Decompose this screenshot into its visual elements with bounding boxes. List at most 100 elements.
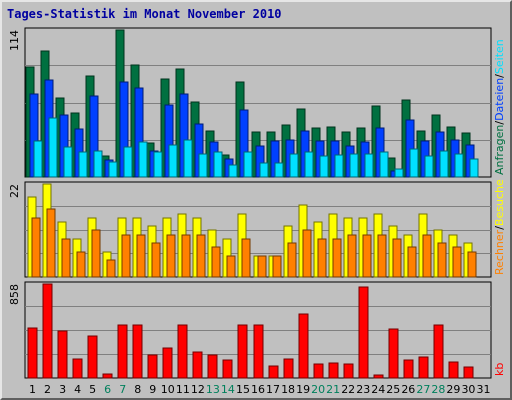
bar-hits-seiten-day-9 bbox=[153, 151, 163, 178]
bar-visits-rechner-day-14 bbox=[226, 255, 236, 278]
bar-hits-seiten-day-25 bbox=[394, 168, 404, 178]
bar-hits-seiten-day-14 bbox=[228, 164, 238, 178]
legend-entry-seiten: Seiten bbox=[493, 39, 506, 74]
y-max-label-visits: 22 bbox=[8, 184, 21, 198]
bar-hits-seiten-day-21 bbox=[334, 154, 344, 178]
legend-entry-dateien: Dateien bbox=[493, 78, 506, 121]
x-tick-label-day-17: 17 bbox=[266, 383, 280, 396]
bar-hits-seiten-day-20 bbox=[319, 155, 329, 178]
legend-kb: kb bbox=[493, 363, 506, 376]
bar-visits-rechner-day-7 bbox=[121, 234, 131, 278]
bar-kb-kb-day-7 bbox=[117, 324, 128, 379]
bar-visits-rechner-day-6 bbox=[106, 259, 116, 278]
x-tick-label-day-13: 13 bbox=[206, 383, 220, 396]
bar-kb-kb-day-1 bbox=[27, 327, 38, 379]
bar-visits-rechner-day-26 bbox=[407, 246, 417, 278]
bar-kb-kb-day-30 bbox=[463, 366, 474, 379]
bar-kb-kb-day-15 bbox=[237, 324, 248, 379]
bar-hits-seiten-day-29 bbox=[454, 153, 464, 178]
x-tick-label-day-20: 20 bbox=[311, 383, 325, 396]
bar-kb-kb-day-6 bbox=[102, 373, 113, 379]
bar-hits-seiten-day-23 bbox=[364, 153, 374, 178]
bar-hits-seiten-day-28 bbox=[439, 150, 449, 178]
bar-kb-kb-day-22 bbox=[343, 363, 354, 379]
bar-visits-rechner-day-17 bbox=[272, 255, 282, 278]
x-tick-label-day-2: 2 bbox=[44, 383, 51, 396]
bar-hits-seiten-day-30 bbox=[469, 158, 479, 178]
x-tick-label-day-6: 6 bbox=[104, 383, 111, 396]
bar-kb-kb-day-17 bbox=[268, 365, 279, 379]
bar-kb-kb-day-8 bbox=[132, 324, 143, 379]
x-tick-label-day-11: 11 bbox=[176, 383, 190, 396]
legend-visits: Rechner/Besuche bbox=[493, 179, 506, 275]
bar-visits-rechner-day-30 bbox=[467, 251, 477, 278]
bar-hits-seiten-day-5 bbox=[93, 150, 103, 178]
bar-hits-seiten-day-10 bbox=[168, 144, 178, 178]
bar-visits-rechner-day-23 bbox=[362, 234, 372, 278]
bar-visits-rechner-day-18 bbox=[287, 242, 297, 278]
x-tick-label-day-16: 16 bbox=[251, 383, 265, 396]
bar-kb-kb-day-29 bbox=[448, 361, 459, 379]
bar-hits-seiten-day-7 bbox=[123, 146, 133, 178]
bar-kb-kb-day-24 bbox=[373, 374, 384, 379]
bar-hits-seiten-day-26 bbox=[409, 148, 419, 178]
bar-kb-kb-day-23 bbox=[358, 286, 369, 379]
bar-visits-rechner-day-15 bbox=[241, 238, 251, 278]
bar-hits-seiten-day-19 bbox=[304, 151, 314, 178]
x-tick-label-day-12: 12 bbox=[191, 383, 205, 396]
bar-visits-rechner-day-13 bbox=[211, 246, 221, 278]
x-tick-label-day-1: 1 bbox=[29, 383, 36, 396]
bar-visits-rechner-day-12 bbox=[196, 234, 206, 278]
bar-visits-rechner-day-3 bbox=[61, 238, 71, 278]
bar-visits-rechner-day-25 bbox=[392, 238, 402, 278]
bar-visits-rechner-day-11 bbox=[181, 234, 191, 278]
bar-kb-kb-day-20 bbox=[313, 363, 324, 379]
bar-hits-seiten-day-6 bbox=[108, 161, 118, 178]
bar-hits-seiten-day-11 bbox=[183, 139, 193, 178]
bar-kb-kb-day-14 bbox=[222, 359, 233, 379]
y-max-label-hits: 114 bbox=[8, 30, 21, 51]
x-tick-label-day-27: 27 bbox=[416, 383, 430, 396]
x-tick-label-day-28: 28 bbox=[431, 383, 445, 396]
bar-visits-rechner-day-2 bbox=[46, 208, 56, 278]
bar-hits-seiten-day-22 bbox=[349, 153, 359, 178]
bar-hits-seiten-day-1 bbox=[33, 140, 43, 178]
bar-kb-kb-day-18 bbox=[283, 358, 294, 379]
bar-visits-rechner-day-22 bbox=[347, 234, 357, 278]
x-tick-label-day-21: 21 bbox=[326, 383, 340, 396]
legend-entry-anfragen: Anfragen bbox=[493, 125, 506, 175]
bar-hits-seiten-day-27 bbox=[424, 155, 434, 178]
bar-kb-kb-day-27 bbox=[418, 356, 429, 379]
bar-hits-seiten-day-17 bbox=[274, 162, 284, 178]
x-tick-label-day-3: 3 bbox=[59, 383, 66, 396]
bar-kb-kb-day-5 bbox=[87, 335, 98, 379]
bar-kb-kb-day-19 bbox=[298, 313, 309, 379]
bar-hits-seiten-day-12 bbox=[198, 153, 208, 178]
bar-visits-rechner-day-28 bbox=[437, 242, 447, 278]
bar-visits-rechner-day-20 bbox=[317, 238, 327, 278]
x-tick-label-day-18: 18 bbox=[281, 383, 295, 396]
bar-hits-seiten-day-16 bbox=[259, 162, 269, 178]
legend-hits: Anfragen/Dateien/Seiten bbox=[493, 39, 506, 175]
x-tick-label-day-10: 10 bbox=[161, 383, 175, 396]
x-tick-label-day-19: 19 bbox=[296, 383, 310, 396]
bar-kb-kb-day-26 bbox=[403, 359, 414, 379]
bar-visits-rechner-day-4 bbox=[76, 251, 86, 278]
bar-visits-rechner-day-19 bbox=[302, 229, 312, 278]
bar-visits-rechner-day-10 bbox=[166, 234, 176, 278]
x-tick-label-day-8: 8 bbox=[134, 383, 141, 396]
x-tick-label-day-24: 24 bbox=[371, 383, 385, 396]
bar-kb-kb-day-11 bbox=[177, 324, 188, 379]
legend-entry-kb: kb bbox=[493, 363, 506, 376]
bar-visits-rechner-day-21 bbox=[332, 238, 342, 278]
bar-kb-kb-day-25 bbox=[388, 328, 399, 379]
y-max-label-kb: 858 bbox=[8, 284, 21, 305]
bar-kb-kb-day-4 bbox=[72, 358, 83, 379]
bar-kb-kb-day-2 bbox=[42, 283, 53, 379]
bar-hits-seiten-day-13 bbox=[213, 151, 223, 178]
x-tick-label-day-5: 5 bbox=[89, 383, 96, 396]
bar-visits-rechner-day-1 bbox=[31, 217, 41, 278]
x-tick-label-day-9: 9 bbox=[149, 383, 156, 396]
bar-hits-seiten-day-3 bbox=[63, 146, 73, 178]
